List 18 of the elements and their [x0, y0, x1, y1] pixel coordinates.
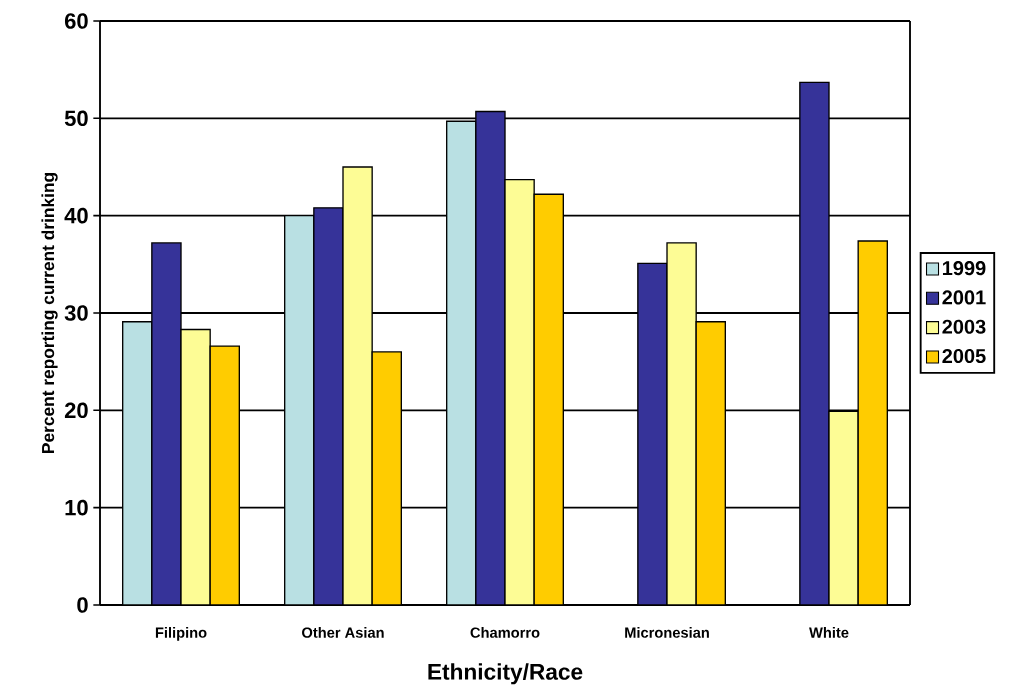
x-tick-label: Filipino — [155, 627, 207, 641]
x-tick-label: Chamorro — [470, 627, 540, 638]
legend-label: 1999 — [942, 261, 986, 276]
x-tick-label: Other Asian — [302, 627, 384, 638]
y-tick-label: 0 — [77, 597, 88, 613]
y-tick-label: 50 — [64, 110, 88, 127]
y-tick-label: 20 — [64, 402, 88, 419]
x-tick-label: White — [809, 627, 849, 638]
y-tick-label: 10 — [65, 499, 88, 516]
y-tick-label: 40 — [64, 207, 88, 224]
legend-label: 2003 — [942, 319, 986, 334]
legend-label: 2001 — [942, 290, 986, 305]
y-tick-label: 60 — [64, 13, 88, 29]
x-tick-label: Micronesian — [625, 627, 709, 638]
y-axis-title: Percent reporting current drinking — [41, 173, 58, 453]
y-tick-label: 30 — [64, 305, 88, 321]
x-axis-title: Ethnicity/Race — [428, 663, 583, 685]
legend-label: 2005 — [942, 348, 986, 364]
